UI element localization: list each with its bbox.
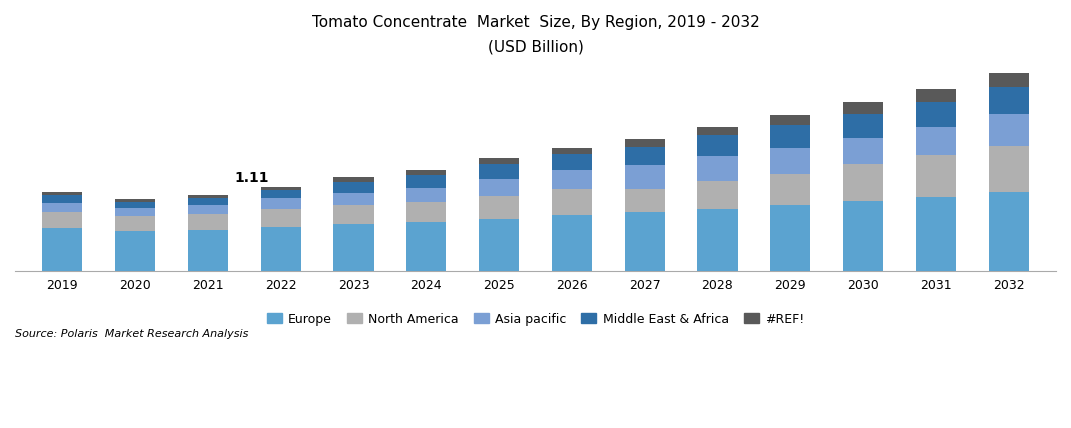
Bar bbox=[624, 139, 665, 146]
Bar bbox=[843, 138, 884, 164]
Bar bbox=[916, 89, 956, 102]
Bar bbox=[187, 198, 228, 205]
Bar bbox=[260, 226, 301, 271]
Bar bbox=[697, 209, 738, 271]
Bar bbox=[916, 127, 956, 155]
Bar bbox=[624, 165, 665, 189]
Text: Source: Polaris  Market Research Analysis: Source: Polaris Market Research Analysis bbox=[15, 329, 248, 339]
Bar bbox=[115, 199, 155, 202]
Bar bbox=[115, 216, 155, 231]
Bar bbox=[333, 181, 374, 193]
Bar bbox=[115, 202, 155, 208]
Bar bbox=[624, 146, 665, 165]
Bar bbox=[843, 164, 884, 201]
Bar bbox=[843, 201, 884, 271]
Bar bbox=[552, 170, 592, 189]
Bar bbox=[406, 188, 447, 202]
Bar bbox=[770, 125, 811, 148]
Bar bbox=[770, 116, 811, 125]
Bar bbox=[260, 198, 301, 209]
Bar bbox=[187, 195, 228, 198]
Bar bbox=[697, 136, 738, 156]
Legend: Europe, North America, Asia pacific, Middle East & Africa, #REF!: Europe, North America, Asia pacific, Mid… bbox=[261, 307, 810, 330]
Bar bbox=[333, 193, 374, 205]
Text: 1.11: 1.11 bbox=[235, 171, 269, 185]
Bar bbox=[697, 156, 738, 181]
Bar bbox=[260, 209, 301, 226]
Bar bbox=[989, 114, 1029, 146]
Bar bbox=[333, 224, 374, 271]
Bar bbox=[624, 189, 665, 212]
Bar bbox=[42, 192, 82, 196]
Bar bbox=[552, 215, 592, 271]
Bar bbox=[916, 196, 956, 271]
Bar bbox=[42, 196, 82, 203]
Bar bbox=[989, 73, 1029, 87]
Bar bbox=[187, 205, 228, 214]
Bar bbox=[916, 155, 956, 196]
Bar bbox=[697, 181, 738, 209]
Bar bbox=[479, 179, 519, 196]
Bar bbox=[187, 230, 228, 271]
Bar bbox=[479, 196, 519, 219]
Bar bbox=[479, 158, 519, 164]
Bar bbox=[770, 205, 811, 271]
Title: Tomato Concentrate  Market  Size, By Region, 2019 - 2032
(USD Billion): Tomato Concentrate Market Size, By Regio… bbox=[312, 15, 759, 55]
Bar bbox=[989, 192, 1029, 271]
Bar bbox=[42, 228, 82, 271]
Bar bbox=[989, 146, 1029, 192]
Bar bbox=[333, 177, 374, 181]
Bar bbox=[479, 164, 519, 179]
Bar bbox=[115, 208, 155, 216]
Bar bbox=[843, 114, 884, 138]
Bar bbox=[42, 203, 82, 211]
Bar bbox=[406, 202, 447, 222]
Bar bbox=[697, 127, 738, 136]
Bar bbox=[406, 222, 447, 271]
Bar bbox=[42, 211, 82, 228]
Bar bbox=[187, 214, 228, 230]
Bar bbox=[552, 155, 592, 170]
Bar bbox=[989, 87, 1029, 114]
Bar bbox=[333, 205, 374, 224]
Bar bbox=[770, 174, 811, 205]
Bar bbox=[115, 231, 155, 271]
Bar bbox=[260, 187, 301, 190]
Bar bbox=[552, 189, 592, 215]
Bar bbox=[406, 170, 447, 175]
Bar bbox=[770, 148, 811, 174]
Bar bbox=[916, 102, 956, 127]
Bar bbox=[479, 219, 519, 271]
Bar bbox=[552, 148, 592, 155]
Bar bbox=[406, 175, 447, 188]
Bar bbox=[260, 190, 301, 198]
Bar bbox=[843, 102, 884, 114]
Bar bbox=[624, 212, 665, 271]
